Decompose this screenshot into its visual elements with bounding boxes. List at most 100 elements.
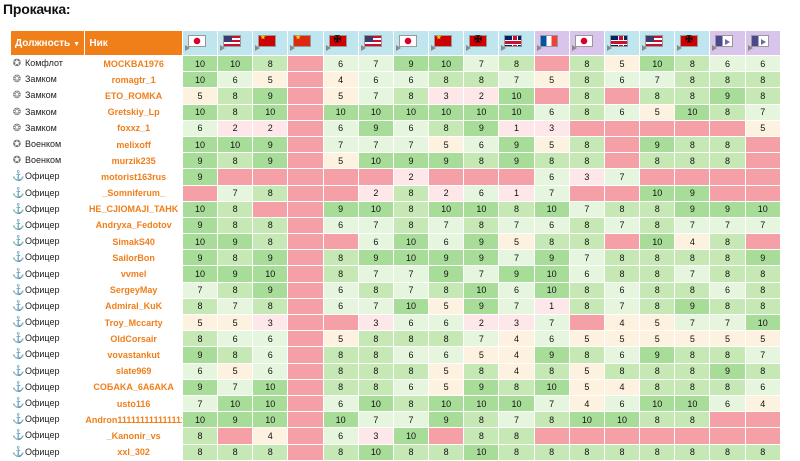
value-cell: 4 <box>568 394 605 413</box>
player-nick-link[interactable]: _Kanonir_vs <box>84 427 183 445</box>
value-cell: 9 <box>217 233 254 251</box>
value-cell: 6 <box>217 330 254 348</box>
value-cell: 0 <box>287 362 324 380</box>
rank-label: Офицер <box>25 284 60 295</box>
player-nick-link[interactable]: vovastankut <box>84 346 183 364</box>
value-cell: 0 <box>533 87 570 105</box>
nation-column-header[interactable] <box>181 30 219 56</box>
player-nick-link[interactable]: OldCorsair <box>84 330 183 348</box>
corner-arrow-icon <box>501 45 507 51</box>
nation-column-header[interactable] <box>639 30 676 56</box>
value-cell: 8 <box>744 281 782 299</box>
nation-column-header[interactable] <box>322 30 359 56</box>
value-cell: 10 <box>392 249 430 267</box>
nation-column-header[interactable] <box>744 30 782 56</box>
value-cell: 2 <box>463 313 500 332</box>
value-cell: 0 <box>287 233 324 251</box>
table-row: ⚓Офицер _Somniferum_ 0 7 8 0 0 2 8 2 6 1 7 0 0 10 9 0 0 <box>9 184 782 202</box>
table-row: ✪ Комфлот MOCKBA1976 10 10 8 0 6 7 9 10 7 8 0 8 5 10 8 6 6 <box>9 54 782 73</box>
player-nick-link[interactable]: melixoff <box>84 135 183 154</box>
value-cell: 3 <box>357 427 394 445</box>
player-nick-link[interactable]: MOCKBA1976 <box>84 54 183 73</box>
value-cell: 8 <box>357 346 394 364</box>
player-nick-link[interactable]: Troy_Mccarty <box>84 313 183 332</box>
player-nick-link[interactable]: foxxz_1 <box>84 119 183 137</box>
nick-column-header[interactable]: Ник <box>84 30 183 56</box>
player-nick-link[interactable]: motorist163rus <box>84 168 183 186</box>
player-nick-link[interactable]: SimakS40 <box>84 233 183 251</box>
player-nick-link[interactable]: HE_CJIOMAJI_TAHK <box>84 200 183 218</box>
rank-cell: ⚓Офицер <box>9 249 86 267</box>
value-cell: 9 <box>428 152 465 170</box>
nation-column-header[interactable] <box>463 30 500 56</box>
value-cell: 8 <box>322 265 359 283</box>
nation-column-header[interactable] <box>568 30 605 56</box>
rank-column-header[interactable]: Должность ▼ <box>9 30 86 56</box>
value-cell: 8 <box>709 135 746 154</box>
value-cell: 5 <box>533 71 570 89</box>
value-cell: 0 <box>463 168 500 186</box>
rank-label: Замком <box>25 74 57 85</box>
value-cell: 10 <box>498 87 535 105</box>
player-nick-link[interactable]: SailorBon <box>84 249 183 267</box>
nation-column-header[interactable] <box>674 30 711 56</box>
player-nick-link[interactable]: ETO_ROMKA <box>84 87 183 105</box>
china-flag-icon <box>293 34 312 47</box>
value-cell: 8 <box>568 152 605 170</box>
value-cell: 4 <box>252 427 289 445</box>
nation-column-header[interactable] <box>709 30 746 56</box>
rank-cell: ❂ Замком <box>9 119 86 137</box>
table-row: ⚓Офицер usto116 7 10 10 0 6 10 8 10 10 10 7 4 6 10 10 6 4 <box>9 394 782 413</box>
rank-label: Офицер <box>25 300 60 311</box>
value-cell: 5 <box>533 135 570 154</box>
player-nick-link[interactable]: Andron11111111111111111 <box>84 411 183 429</box>
player-nick-link[interactable]: COБAKA_6A6AKA <box>84 378 183 396</box>
value-cell: 0 <box>181 184 219 202</box>
nation-column-header[interactable] <box>428 30 465 56</box>
value-cell: 2 <box>217 119 254 137</box>
player-nick-link[interactable]: Andryxa_Fedotov <box>84 216 183 235</box>
player-nick-link[interactable]: slate969 <box>84 362 183 380</box>
value-cell: 6 <box>603 394 641 413</box>
nation-column-header[interactable] <box>498 30 535 56</box>
value-cell: 8 <box>252 216 289 235</box>
nation-column-header[interactable] <box>287 30 324 56</box>
nation-column-header[interactable] <box>533 30 570 56</box>
player-nick-link[interactable]: murzik235 <box>84 152 183 170</box>
value-cell: 8 <box>322 249 359 267</box>
player-nick-link[interactable]: SergeyMay <box>84 281 183 299</box>
player-nick-link[interactable]: vvmel <box>84 265 183 283</box>
value-cell: 6 <box>322 427 359 445</box>
player-nick-link[interactable]: Gretskiy_Lp <box>84 103 183 121</box>
value-cell: 8 <box>568 233 605 251</box>
flag-box <box>465 32 498 55</box>
nation-column-header[interactable] <box>392 30 430 56</box>
value-cell: 9 <box>463 249 500 267</box>
value-cell: 5 <box>639 330 676 348</box>
nation-column-header[interactable] <box>217 30 254 56</box>
value-cell: 8 <box>639 265 676 283</box>
value-cell: 8 <box>674 71 711 89</box>
value-cell: 0 <box>287 249 324 267</box>
value-cell: 8 <box>498 378 535 396</box>
rank-cell: ⚓Офицер <box>9 378 86 396</box>
value-cell: 6 <box>709 54 746 73</box>
player-nick-link[interactable]: romagtr_1 <box>84 71 183 89</box>
sort-arrow-icon[interactable]: ▼ <box>73 40 81 48</box>
value-cell: 7 <box>392 265 430 283</box>
rank-label: Военком <box>25 139 62 150</box>
player-nick-link[interactable]: _Somniferum_ <box>84 184 183 202</box>
value-cell: 8 <box>744 443 782 461</box>
player-nick-link[interactable]: xxl_302 <box>84 443 183 461</box>
value-cell: 8 <box>498 200 535 218</box>
player-nick-link[interactable]: Admiral_KuK <box>84 297 183 316</box>
player-nick-link[interactable]: usto116 <box>84 394 183 413</box>
value-cell: 8 <box>603 265 641 283</box>
anchor-icon: ⚓ <box>12 187 25 199</box>
value-cell: 8 <box>639 411 676 429</box>
nation-column-header[interactable] <box>357 30 394 56</box>
nation-column-header[interactable] <box>252 30 289 56</box>
nation-column-header[interactable] <box>603 30 641 56</box>
value-cell: 0 <box>287 184 324 202</box>
value-cell: 5 <box>674 330 711 348</box>
